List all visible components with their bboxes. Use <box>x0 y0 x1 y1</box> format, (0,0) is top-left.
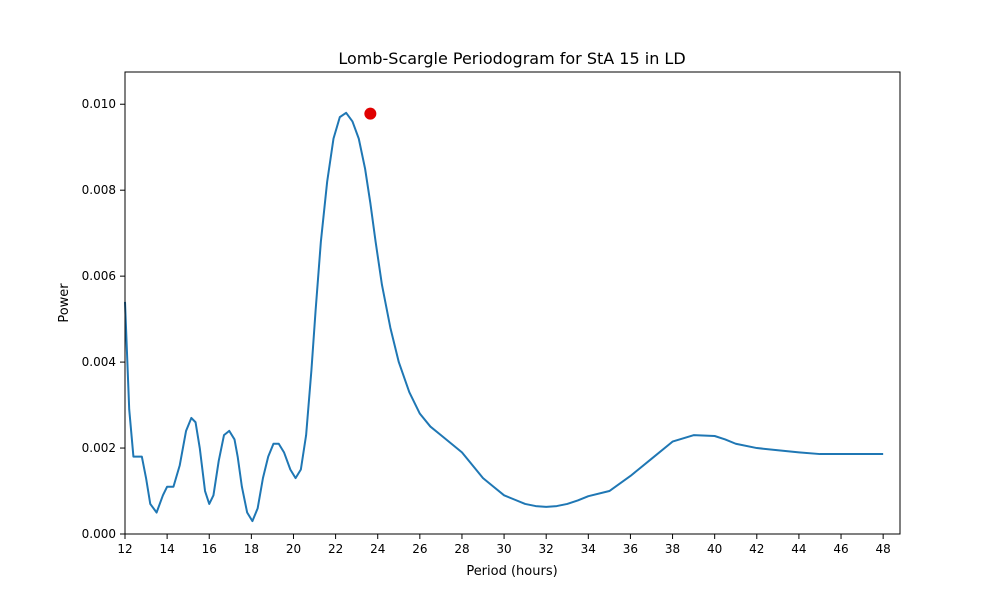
peak-marker <box>364 107 377 120</box>
x-tick-label: 30 <box>496 542 511 556</box>
x-tick-label: 16 <box>202 542 217 556</box>
x-tick-label: 40 <box>707 542 722 556</box>
y-tick-label: 0.010 <box>82 97 116 111</box>
x-tick-label: 12 <box>117 542 132 556</box>
chart-title: Lomb-Scargle Periodogram for StA 15 in L… <box>338 49 685 68</box>
x-tick-label: 48 <box>876 542 891 556</box>
x-tick-label: 42 <box>749 542 764 556</box>
x-tick-label: 44 <box>791 542 806 556</box>
x-tick-label: 32 <box>539 542 554 556</box>
x-tick-label: 18 <box>244 542 259 556</box>
periodogram-line <box>124 111 884 523</box>
x-tick-label: 28 <box>454 542 469 556</box>
axes-frame <box>124 71 901 535</box>
x-axis-label: Period (hours) <box>466 564 557 579</box>
y-axis-ticks: 0.000 0.002 0.004 0.006 0.008 0.010 <box>82 97 125 541</box>
x-tick-label: 36 <box>623 542 638 556</box>
x-tick-label: 26 <box>412 542 427 556</box>
x-tick-label: 24 <box>370 542 385 556</box>
x-tick-label: 20 <box>286 542 301 556</box>
x-tick-label: 34 <box>581 542 596 556</box>
x-tick-label: 22 <box>328 542 343 556</box>
x-axis-ticks: 12 14 16 18 20 22 24 26 28 30 32 34 36 38 40 42 44 46 48 <box>117 534 891 556</box>
y-axis-label: Power <box>57 283 72 323</box>
y-tick-label: 0.006 <box>82 269 116 283</box>
x-tick-label: 46 <box>833 542 848 556</box>
x-tick-label: 14 <box>159 542 174 556</box>
y-tick-label: 0.004 <box>82 355 116 369</box>
x-tick-label: 38 <box>665 542 680 556</box>
plot-area <box>124 107 884 523</box>
y-tick-label: 0.008 <box>82 183 116 197</box>
y-tick-label: 0.000 <box>82 527 116 541</box>
y-tick-label: 0.002 <box>82 441 116 455</box>
